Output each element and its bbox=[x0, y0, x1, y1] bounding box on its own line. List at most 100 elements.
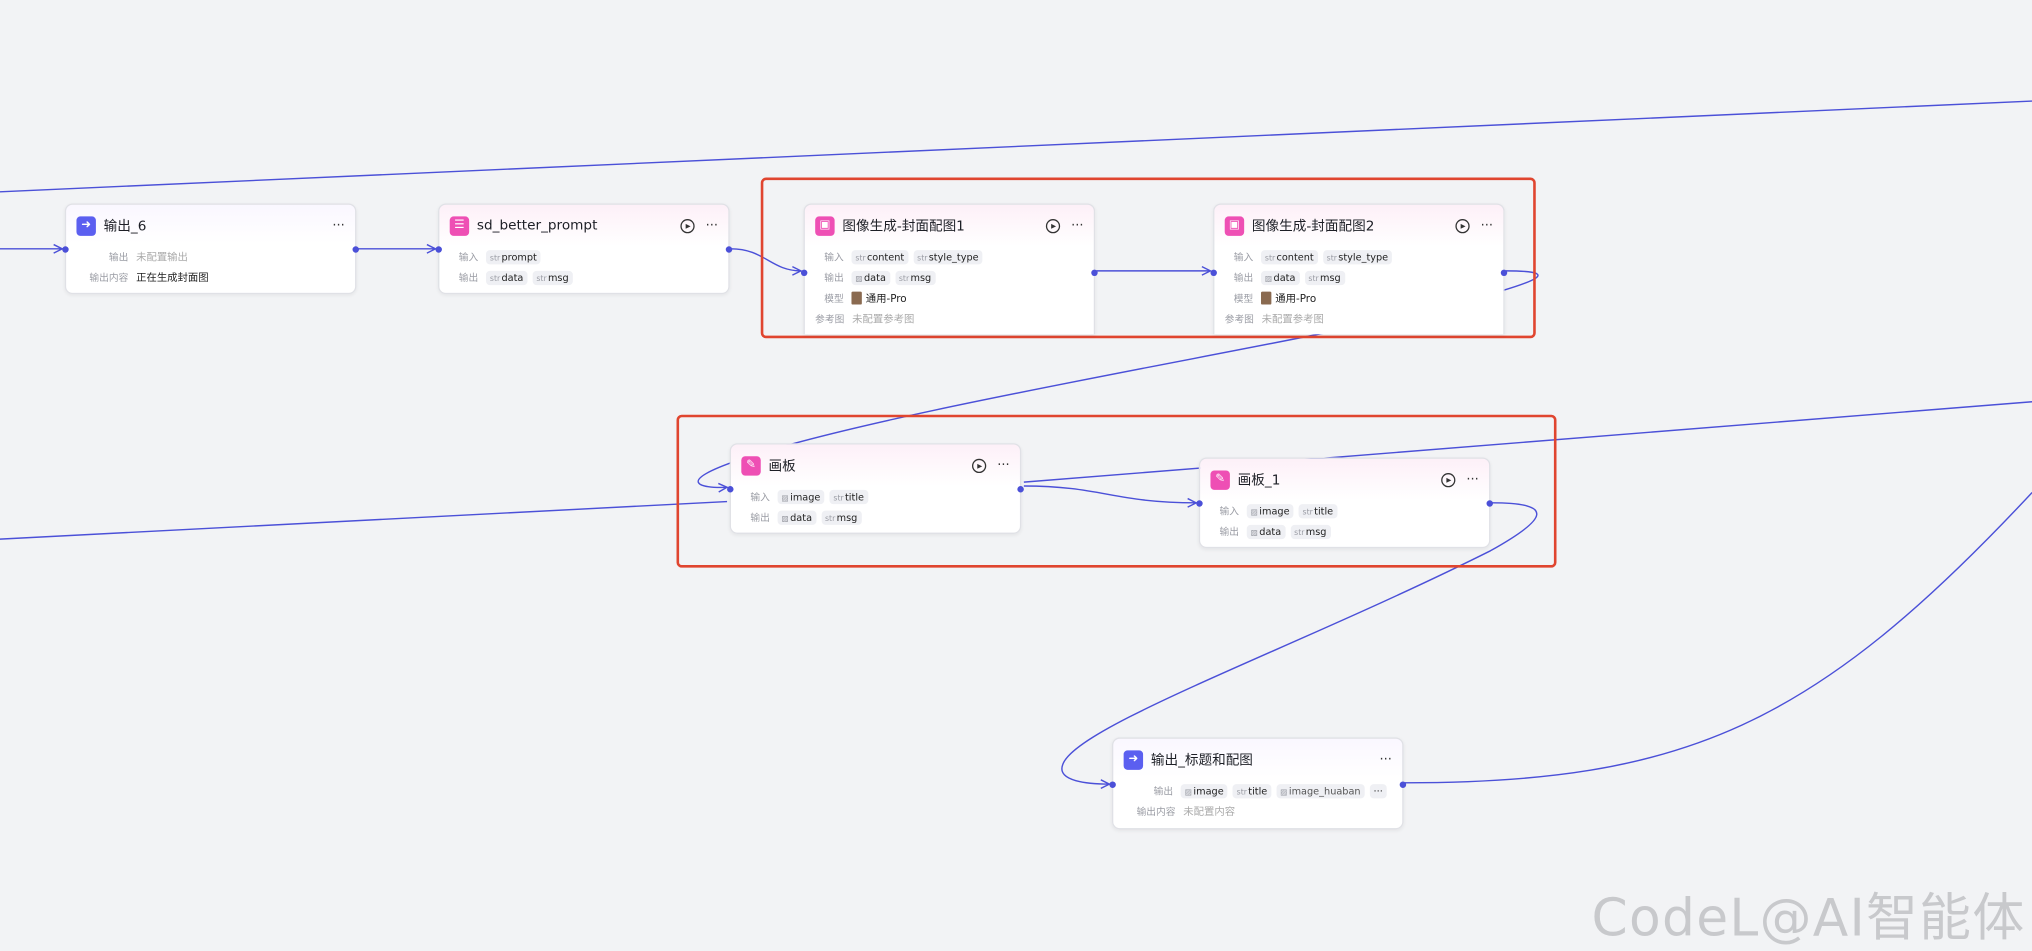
param-chip: strmsg bbox=[1304, 270, 1345, 285]
more-icon[interactable]: ··· bbox=[1480, 218, 1493, 233]
canvas-icon: ✎ bbox=[1210, 469, 1230, 490]
label: 输入 bbox=[1233, 250, 1254, 263]
param-chip: strcontent bbox=[1261, 249, 1318, 264]
input-port[interactable] bbox=[1196, 500, 1203, 507]
edge bbox=[1023, 485, 1196, 503]
value: 未配置参考图 bbox=[852, 312, 915, 325]
more-icon[interactable]: ··· bbox=[332, 218, 345, 233]
param-chip: ▨image bbox=[777, 489, 825, 504]
input-port[interactable] bbox=[1109, 781, 1116, 788]
label: 输入 bbox=[1219, 504, 1239, 517]
param-chip: strmsg bbox=[1290, 524, 1331, 539]
value: 未配置内容 bbox=[1183, 805, 1236, 818]
param-chip: strprompt bbox=[486, 249, 541, 264]
value: 未配置参考图 bbox=[1261, 312, 1324, 325]
param-chip: ▨data bbox=[851, 270, 890, 285]
param-chip: strmsg bbox=[894, 270, 936, 285]
output-arrow-icon: ➜ bbox=[1123, 749, 1144, 770]
input-port[interactable] bbox=[727, 486, 734, 493]
label: 模型 bbox=[824, 292, 844, 304]
output-port[interactable] bbox=[1500, 269, 1508, 277]
run-icon[interactable]: ▶ bbox=[972, 457, 987, 474]
node-title: 输出_6 bbox=[103, 218, 147, 234]
label: 输出 bbox=[108, 250, 129, 263]
node-image-gen-1[interactable]: ▣ 图像生成-封面配图1 ▶ ··· 输入 strcontent strstyle_typ… bbox=[800, 203, 1098, 335]
label: 输入 bbox=[458, 250, 479, 263]
node-title: 画板_1 bbox=[1237, 472, 1281, 488]
param-chip: strstyle_type bbox=[913, 249, 983, 264]
edge bbox=[0, 500, 728, 540]
canvas-icon: ✎ bbox=[741, 455, 761, 475]
run-icon[interactable]: ▶ bbox=[1046, 217, 1061, 234]
param-chip: strtitle bbox=[1232, 783, 1272, 798]
highlight-box-boards bbox=[676, 414, 1557, 568]
node-board-1[interactable]: ✎ 画板_1 ▶ ··· 输入 ▨image strtitle 输出 ▨data strmsg bbox=[1196, 457, 1493, 549]
edge bbox=[730, 248, 801, 271]
run-icon[interactable]: ▶ bbox=[1441, 471, 1456, 488]
more-icon[interactable]: ··· bbox=[705, 218, 718, 233]
image-gen-icon: ▣ bbox=[1224, 215, 1245, 236]
node-title: 图像生成-封面配图2 bbox=[1251, 218, 1375, 234]
label: 输入 bbox=[824, 250, 844, 263]
param-chip: strmsg bbox=[821, 509, 862, 525]
more-icon[interactable]: ··· bbox=[1466, 472, 1479, 487]
input-port[interactable] bbox=[435, 246, 442, 253]
param-chip: ▨data bbox=[777, 509, 816, 525]
label: 输出 bbox=[824, 271, 844, 284]
label: 模型 bbox=[1233, 292, 1254, 304]
param-chip: ▨image bbox=[1180, 783, 1228, 798]
param-chip: strstyle_type bbox=[1322, 249, 1393, 264]
label: 输出内容 bbox=[1136, 805, 1176, 818]
edge bbox=[1023, 401, 2032, 483]
run-icon[interactable]: ▶ bbox=[1455, 217, 1471, 234]
param-chip: ▨image_huaban bbox=[1276, 783, 1365, 798]
model-avatar bbox=[1261, 291, 1272, 305]
node-sd-better-prompt[interactable]: ☰ sd_better_prompt ▶ ··· 输入 strprompt 输出 strd… bbox=[435, 203, 733, 295]
label: 输出 bbox=[1233, 271, 1254, 284]
model-avatar bbox=[851, 291, 862, 305]
node-output-title-image[interactable]: ➜ 输出_标题和配图 ··· 输出 ▨image strtitle ▨image_huab… bbox=[1109, 737, 1407, 830]
edge bbox=[1404, 491, 2032, 784]
param-chip: ▨image bbox=[1246, 503, 1294, 518]
model-name: 通用-Pro bbox=[1275, 292, 1317, 304]
node-output-6[interactable]: ➜ 输出_6 ··· 输出 未配置输出 输出内容 正在生成封面图 bbox=[62, 203, 359, 295]
input-port[interactable] bbox=[1210, 269, 1217, 277]
node-board[interactable]: ✎ 画板 ▶ ··· 输入 ▨image strtitle 输出 ▨data strmsg bbox=[727, 443, 1024, 534]
output-port[interactable] bbox=[1091, 269, 1098, 277]
node-title: 图像生成-封面配图1 bbox=[842, 218, 965, 234]
param-chip: strtitle bbox=[1298, 503, 1338, 518]
output-port[interactable] bbox=[1399, 781, 1407, 788]
more-icon[interactable]: ··· bbox=[997, 458, 1010, 473]
param-chip: strcontent bbox=[851, 249, 909, 264]
label: 参考图 bbox=[815, 312, 845, 325]
output-port[interactable] bbox=[725, 246, 733, 253]
model-name: 通用-Pro bbox=[865, 292, 907, 304]
node-title: 输出_标题和配图 bbox=[1150, 752, 1253, 768]
label: 输出 bbox=[750, 511, 770, 523]
more-icon[interactable]: ··· bbox=[1379, 752, 1392, 767]
param-chip: ▨data bbox=[1261, 270, 1300, 285]
label: 输入 bbox=[750, 490, 770, 503]
node-image-gen-2[interactable]: ▣ 图像生成-封面配图2 ▶ ··· 输入 strcontent strstyle_typ… bbox=[1210, 203, 1508, 335]
output-arrow-icon: ➜ bbox=[76, 215, 96, 236]
run-icon[interactable]: ▶ bbox=[680, 217, 696, 234]
param-chip: strdata bbox=[486, 270, 528, 285]
output-port[interactable] bbox=[1017, 486, 1024, 493]
more-icon[interactable]: ··· bbox=[1071, 218, 1084, 233]
param-chip: strmsg bbox=[532, 270, 573, 285]
label: 输出 bbox=[1153, 784, 1174, 797]
output-port[interactable] bbox=[352, 246, 359, 253]
label: 输出 bbox=[458, 271, 479, 284]
label: 参考图 bbox=[1224, 312, 1254, 325]
param-chip: strtitle bbox=[829, 489, 868, 504]
node-title: sd_better_prompt bbox=[476, 217, 598, 234]
input-port[interactable] bbox=[800, 269, 808, 277]
input-port[interactable] bbox=[62, 246, 69, 253]
output-port[interactable] bbox=[1486, 500, 1493, 507]
edge bbox=[1061, 502, 1538, 784]
label: 输出内容 bbox=[89, 271, 129, 284]
more-params-button[interactable]: ··· bbox=[1369, 783, 1387, 798]
value: 正在生成封面图 bbox=[136, 271, 209, 284]
node-title: 画板 bbox=[768, 458, 796, 474]
